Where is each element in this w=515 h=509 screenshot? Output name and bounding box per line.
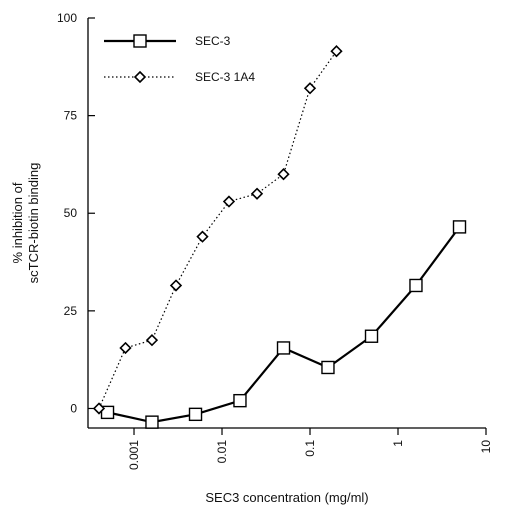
series-1 [100, 220, 467, 429]
series-layer [92, 45, 467, 429]
data-point [92, 402, 106, 415]
data-point [276, 341, 291, 355]
legend-label: SEC-3 1A4 [195, 70, 255, 84]
legend: SEC-3 SEC-3 1A4 [104, 34, 255, 84]
series-line [107, 226, 461, 424]
x-tick-label: 1 [391, 440, 405, 447]
data-point [145, 415, 159, 429]
data-point [196, 230, 209, 243]
y-tick-label: 100 [57, 11, 77, 25]
axes: 0 25 50 75 100 0.001 0.01 0.1 1 10 [57, 11, 493, 470]
data-point [409, 278, 423, 293]
legend-marker [133, 34, 147, 48]
y-tick-label: 50 [64, 206, 78, 220]
y-tick-label: 25 [64, 304, 78, 318]
legend-label: SEC-3 [195, 34, 231, 48]
legend-marker [133, 70, 147, 84]
x-axis-label: SEC3 concentration (mg/ml) [205, 490, 368, 505]
data-point [452, 220, 467, 234]
data-point [119, 341, 132, 355]
data-point [321, 360, 335, 375]
y-axis-label-line2: scTCR-biotin binding [26, 163, 41, 284]
data-point [250, 187, 264, 200]
x-tick-label: 0.1 [303, 440, 317, 457]
series-2 [92, 45, 343, 415]
data-point [277, 168, 290, 181]
y-tick-label: 0 [70, 401, 77, 415]
data-point [222, 195, 236, 208]
data-point [145, 334, 159, 347]
data-point [233, 393, 247, 408]
x-tick-label: 10 [479, 440, 493, 454]
data-point [100, 405, 115, 420]
data-point [364, 329, 379, 343]
y-axis-label-line1: % inhibition of [10, 182, 25, 263]
data-point [188, 407, 203, 422]
x-tick-label: 0.001 [127, 440, 141, 470]
y-tick-label: 75 [64, 109, 78, 123]
data-point [330, 45, 343, 58]
data-point [303, 82, 317, 95]
x-tick-label: 0.01 [215, 440, 229, 464]
data-point [169, 279, 183, 292]
